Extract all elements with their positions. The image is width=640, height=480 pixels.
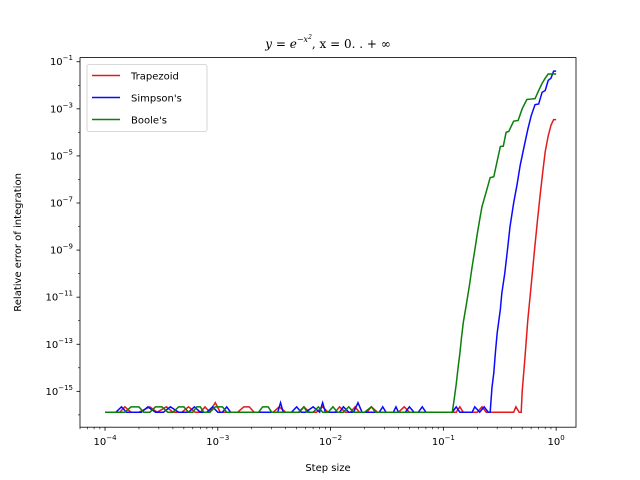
legend-label-simpsons: Simpson's (131, 94, 182, 105)
x-tick-label: 100 (548, 434, 565, 448)
chart-title: y = e−x2, x = 0. . + ∞ (264, 34, 390, 51)
y-tick-label: 10−9 (50, 243, 73, 257)
y-tick-label: 10−3 (50, 101, 73, 115)
y-tick-label: 10−1 (50, 54, 73, 68)
y-axis-label: Relative error of integration (13, 173, 24, 312)
y-tick-label: 10−7 (50, 196, 73, 210)
y-tick-label: 10−15 (45, 384, 73, 398)
y-tick-label: 10−11 (45, 290, 73, 304)
x-tick-label: 10−2 (319, 434, 342, 448)
y-tick-label: 10−5 (50, 148, 73, 162)
x-axis-label: Step size (305, 463, 350, 474)
y-tick-label: 10−13 (45, 337, 73, 351)
x-tick-label: 10−1 (432, 434, 455, 448)
legend-label-trapezoid: Trapezoid (130, 72, 179, 83)
series-layer (105, 70, 557, 414)
legend: Trapezoid Simpson's Boole's (86, 64, 208, 132)
x-tick-label: 10−4 (93, 434, 117, 448)
legend-box (86, 64, 208, 132)
plot-frame (79, 57, 577, 428)
x-axis-ticks: 10−4 10−3 10−2 10−1 100 (79, 427, 565, 448)
series-line-booles (105, 73, 557, 413)
legend-label-booles: Boole's (131, 116, 167, 127)
y-axis-ticks: 10−15 10−13 10−11 10−9 10−7 10−5 10−3 10−1 (45, 54, 80, 416)
axes-layer (79, 57, 577, 428)
x-tick-label: 10−3 (206, 434, 229, 448)
